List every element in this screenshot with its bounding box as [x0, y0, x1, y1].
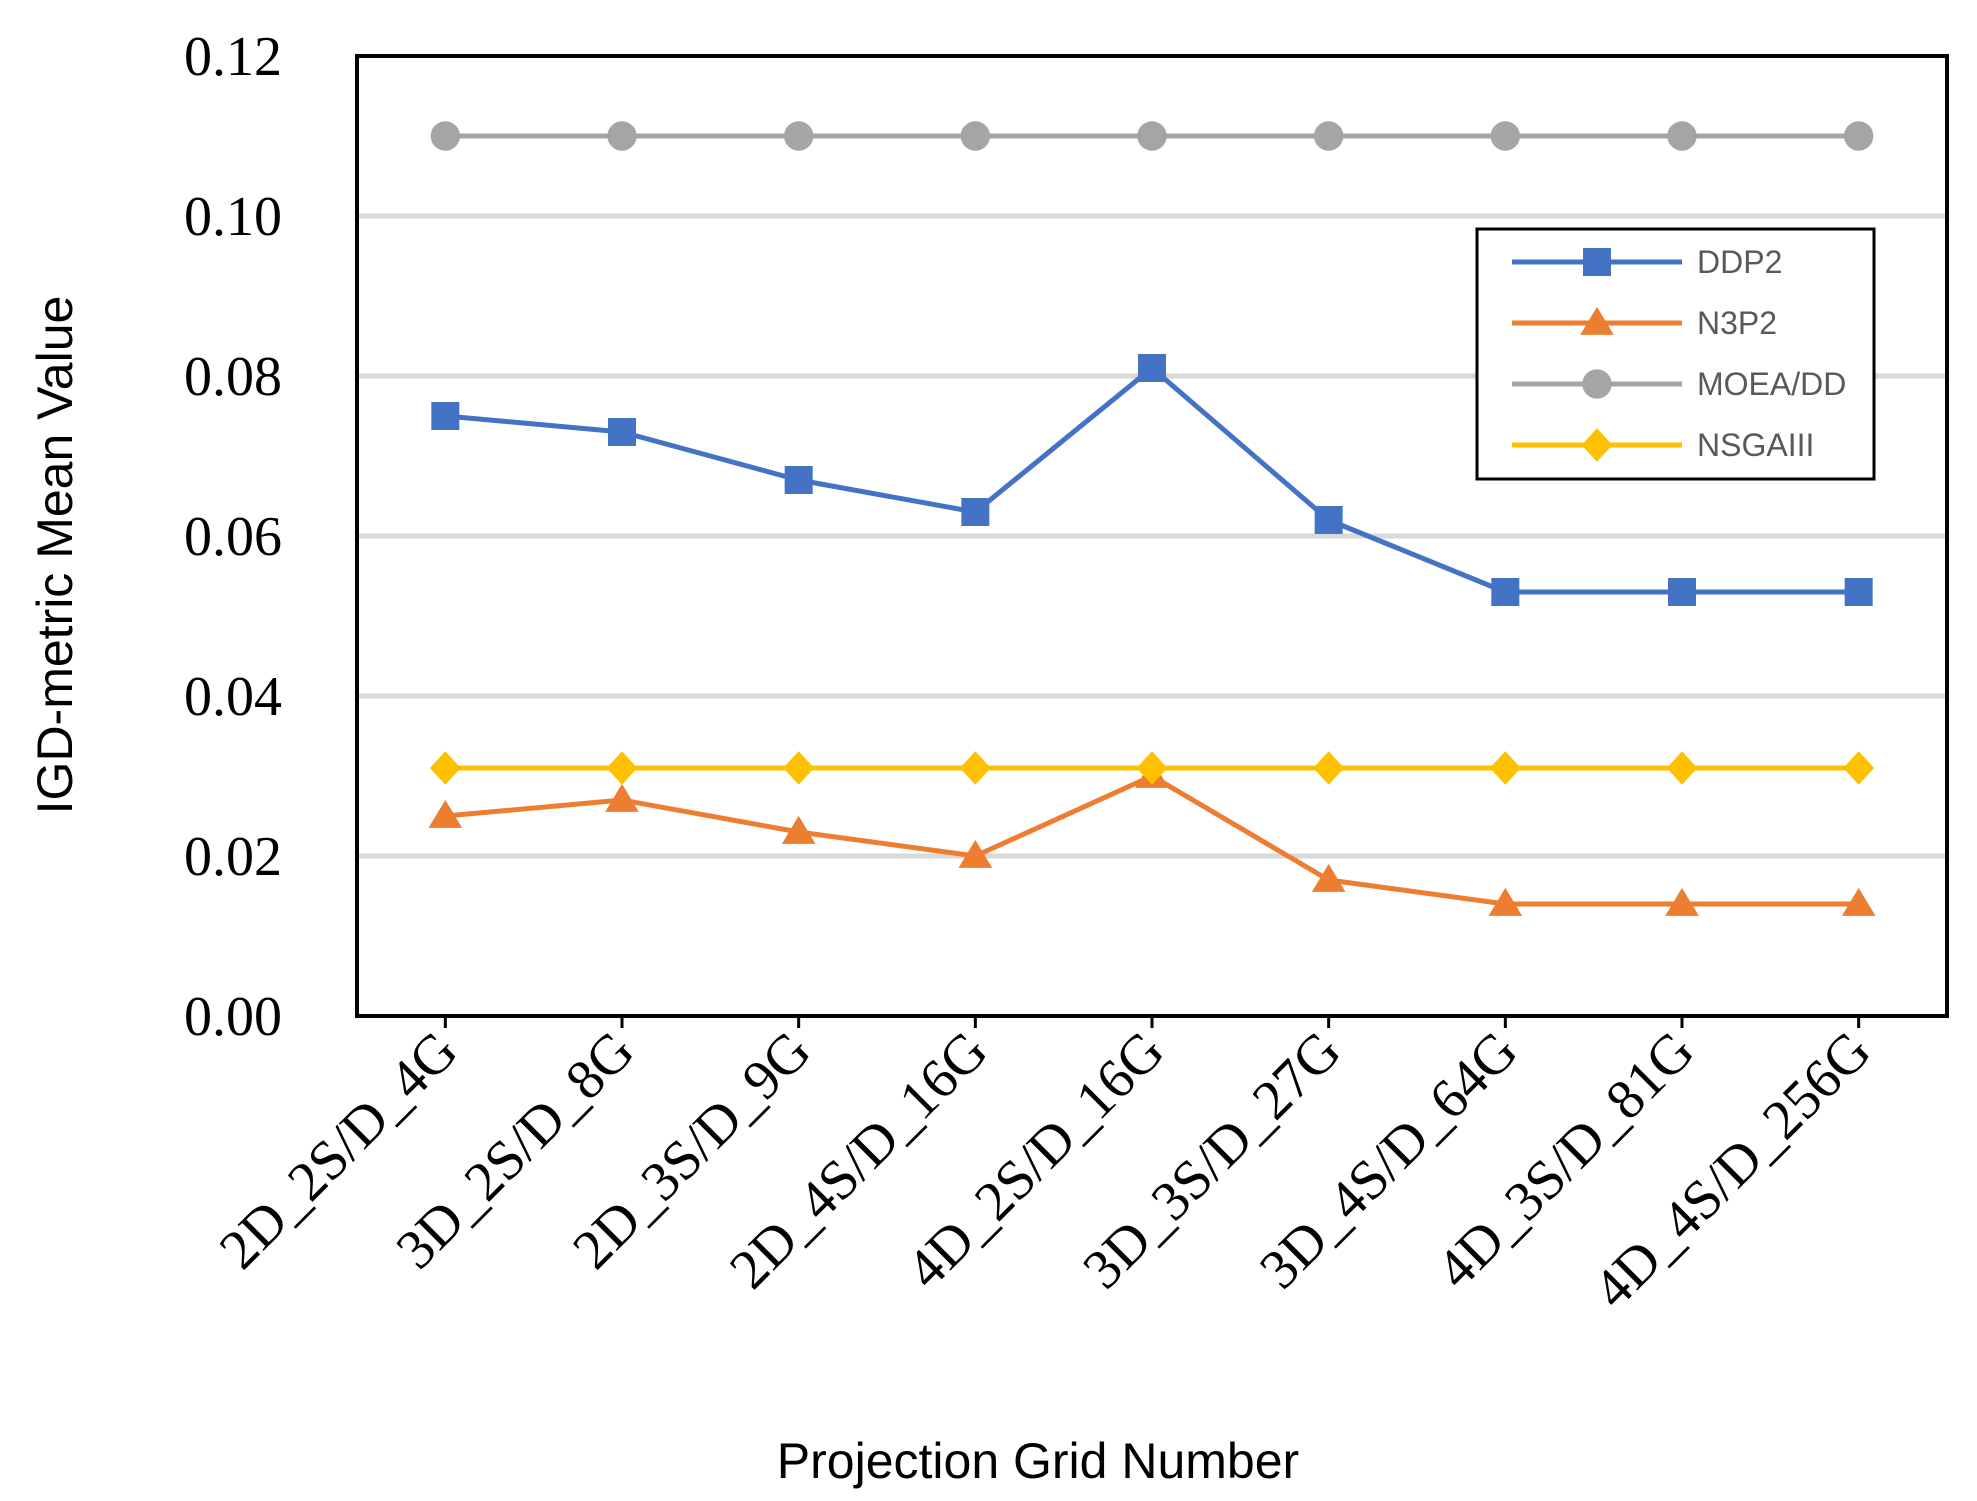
- series-markers: [428, 121, 1876, 916]
- data-point-n3p2: [1488, 887, 1523, 916]
- y-tick-label: 0.08: [184, 346, 282, 408]
- data-point-moea-dd: [607, 121, 637, 151]
- data-point-moea-dd: [1843, 121, 1874, 151]
- y-tick-label: 0.02: [184, 826, 282, 888]
- data-point-moea-dd: [1667, 121, 1697, 151]
- x-axis-title: Projection Grid Number: [777, 1433, 1299, 1489]
- data-point-nsgaiii: [429, 751, 461, 785]
- series-line-n3p2: [445, 773, 1859, 907]
- y-tick-label: 0.00: [184, 986, 282, 1048]
- legend-marker-ddp2: [1583, 248, 1611, 276]
- data-point-moea-dd: [1137, 121, 1167, 151]
- x-axis-tick-labels: 2D_2S/D_4G3D_2S/D_8G2D_3S/D_9G2D_4S/D_16…: [208, 1019, 1883, 1320]
- legend-marker-n3p2: [1580, 306, 1614, 335]
- data-point-ddp2: [1491, 578, 1520, 606]
- data-point-ddp2: [784, 466, 813, 494]
- data-point-nsgaiii: [606, 751, 638, 785]
- data-point-ddp2: [431, 402, 460, 430]
- data-point-moea-dd: [960, 121, 991, 151]
- legend-label-nsgaiii: NSGAIII: [1697, 427, 1814, 463]
- data-point-moea-dd: [430, 121, 461, 151]
- y-tick-label: 0.06: [184, 506, 282, 568]
- data-point-n3p2: [1311, 863, 1346, 892]
- data-point-nsgaiii: [783, 751, 815, 785]
- data-point-n3p2: [428, 799, 463, 828]
- data-point-moea-dd: [1313, 121, 1344, 151]
- legend-marker-moea-dd: [1582, 369, 1612, 399]
- data-point-nsgaiii: [1136, 751, 1168, 785]
- data-point-n3p2: [605, 783, 639, 812]
- legend-marker-nsgaiii: [1581, 428, 1613, 462]
- y-axis-tick-labels: 0.00 0.02 0.04 0.06 0.08 0.10 0.12: [184, 26, 282, 1048]
- legend-label-n3p2: N3P2: [1697, 305, 1777, 341]
- x-axis-ticks: [443, 1016, 1861, 1028]
- y-tick-label: 0.10: [184, 186, 282, 248]
- data-point-n3p2: [1841, 887, 1876, 916]
- data-point-nsgaiii: [1666, 751, 1698, 785]
- data-point-ddp2: [1668, 578, 1696, 606]
- data-point-ddp2: [961, 498, 990, 526]
- data-point-nsgaiii: [1489, 751, 1521, 785]
- y-tick-label: 0.12: [184, 26, 282, 88]
- data-point-nsgaiii: [1313, 751, 1345, 785]
- data-point-ddp2: [608, 418, 636, 446]
- data-point-moea-dd: [783, 121, 814, 151]
- legend: DDP2 N3P2 MOEA/DD NSGAIII: [1475, 227, 1876, 481]
- data-point-n3p2: [781, 815, 816, 844]
- data-point-ddp2: [1138, 354, 1166, 382]
- data-point-n3p2: [958, 839, 993, 868]
- y-tick-label: 0.04: [184, 666, 282, 728]
- legend-frame: [1475, 227, 1876, 481]
- data-point-nsgaiii: [1843, 751, 1875, 785]
- data-point-n3p2: [1665, 887, 1699, 916]
- legend-label-moea-dd: MOEA/DD: [1697, 366, 1846, 402]
- data-point-nsgaiii: [959, 751, 991, 785]
- y-axis-title: IGD-metric Mean Value: [27, 296, 83, 815]
- data-point-ddp2: [1844, 578, 1873, 606]
- data-point-ddp2: [1314, 506, 1343, 534]
- data-point-moea-dd: [1490, 121, 1521, 151]
- legend-label-ddp2: DDP2: [1697, 244, 1782, 280]
